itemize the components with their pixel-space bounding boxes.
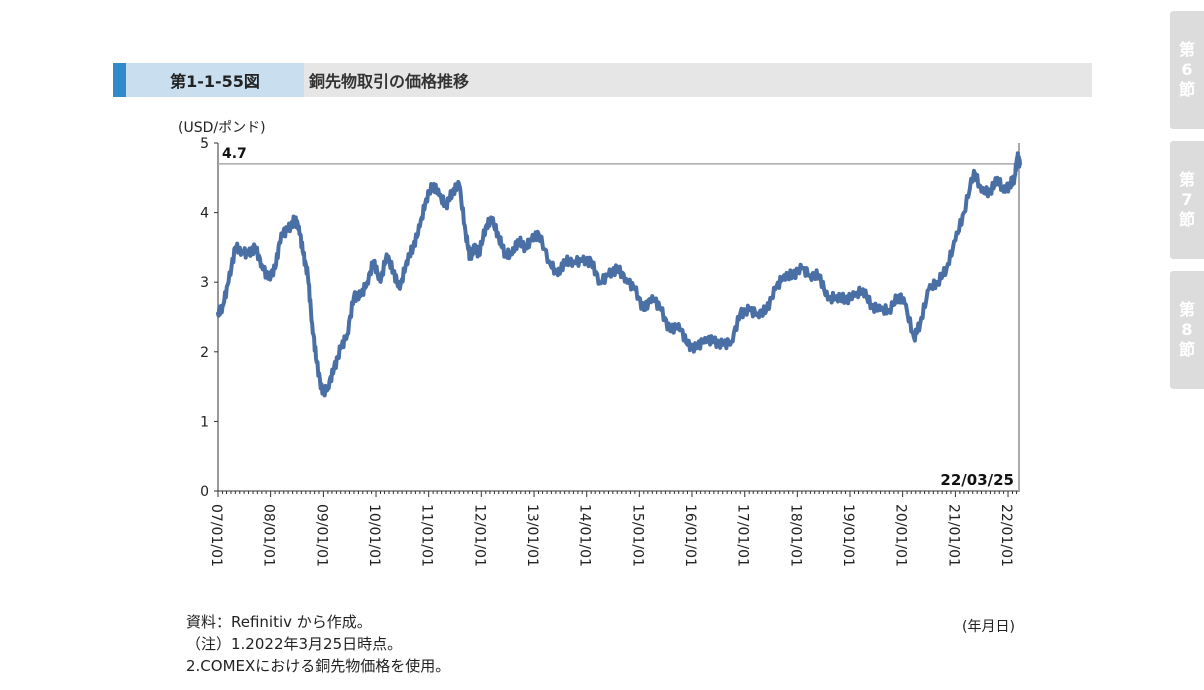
x-tick-label: 11/01/01 (419, 504, 435, 567)
side-tab-char: 節 (1178, 340, 1195, 359)
y-tick-label: 2 (200, 345, 209, 361)
title-accent-stripe (113, 63, 126, 97)
x-tick-label: 19/01/01 (840, 504, 856, 567)
x-tick-label: 14/01/01 (577, 504, 593, 567)
y-tick-label: 0 (200, 484, 209, 500)
chart-footer: 資料：Refinitiv から作成。 （注）1.2022年3月25日時点。 2.… (186, 611, 450, 677)
side-tab-char: 節 (1178, 210, 1195, 229)
side-tab-section-6[interactable]: 第 6 節 (1170, 11, 1204, 129)
end-date-label: 22/03/25 (940, 471, 1014, 489)
y-tick-label: 4 (200, 206, 209, 222)
x-tick-label: 16/01/01 (682, 504, 698, 567)
note-2: 2.COMEXにおける銅先物価格を使用。 (186, 657, 451, 675)
x-tick-label: 18/01/01 (787, 504, 803, 567)
x-tick-label: 22/01/01 (998, 504, 1014, 567)
note-1: （注）1.2022年3月25日時点。 (186, 635, 403, 653)
y-axis-unit-label: (USD/ポンド) (178, 120, 266, 136)
side-tab-char: 6 (1181, 60, 1193, 79)
y-tick-label: 5 (200, 136, 209, 152)
x-tick-label: 20/01/01 (893, 504, 909, 567)
x-axis-unit-label: (年月日) (962, 619, 1015, 635)
side-tab-char: 第 (1178, 40, 1195, 59)
side-tab-char: 8 (1181, 320, 1193, 339)
x-tick-label: 07/01/01 (208, 504, 224, 567)
x-tick-label: 17/01/01 (735, 504, 751, 567)
side-tab-section-8[interactable]: 第 8 節 (1170, 271, 1204, 389)
y-tick-label: 3 (200, 275, 209, 291)
source-note: 資料：Refinitiv から作成。 (186, 613, 372, 631)
side-tab-section-7[interactable]: 第 7 節 (1170, 141, 1204, 259)
x-tick-label: 21/01/01 (945, 504, 961, 567)
side-tab-char: 第 (1178, 170, 1195, 189)
side-tab-char: 第 (1178, 300, 1195, 319)
x-tick-label: 15/01/01 (629, 504, 645, 567)
figure-number: 第1-1-55図 (126, 63, 304, 97)
x-tick-label: 13/01/01 (524, 504, 540, 567)
x-tick-label: 09/01/01 (313, 504, 329, 567)
side-tab-char: 7 (1181, 190, 1193, 209)
reference-line-label: 4.7 (222, 146, 247, 162)
y-tick-label: 1 (200, 414, 209, 430)
side-tab-char: 節 (1178, 80, 1195, 99)
copper-price-line (216, 151, 1022, 398)
x-tick-label: 08/01/01 (261, 504, 277, 567)
figure-title: 銅先物取引の価格推移 (309, 72, 470, 91)
x-tick-label: 12/01/01 (471, 504, 487, 567)
figure-title-bar: 第1-1-55図 銅先物取引の価格推移 (113, 63, 1092, 97)
x-tick-label: 10/01/01 (366, 504, 382, 567)
